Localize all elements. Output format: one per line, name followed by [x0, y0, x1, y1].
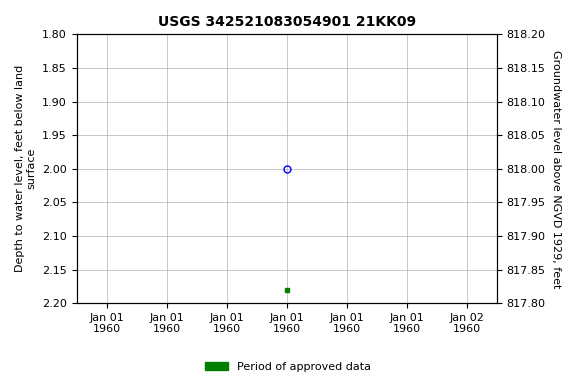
Y-axis label: Depth to water level, feet below land
surface: Depth to water level, feet below land su… — [15, 65, 37, 272]
Y-axis label: Groundwater level above NGVD 1929, feet: Groundwater level above NGVD 1929, feet — [551, 50, 561, 288]
Legend: Period of approved data: Period of approved data — [201, 358, 375, 377]
Title: USGS 342521083054901 21KK09: USGS 342521083054901 21KK09 — [158, 15, 416, 29]
